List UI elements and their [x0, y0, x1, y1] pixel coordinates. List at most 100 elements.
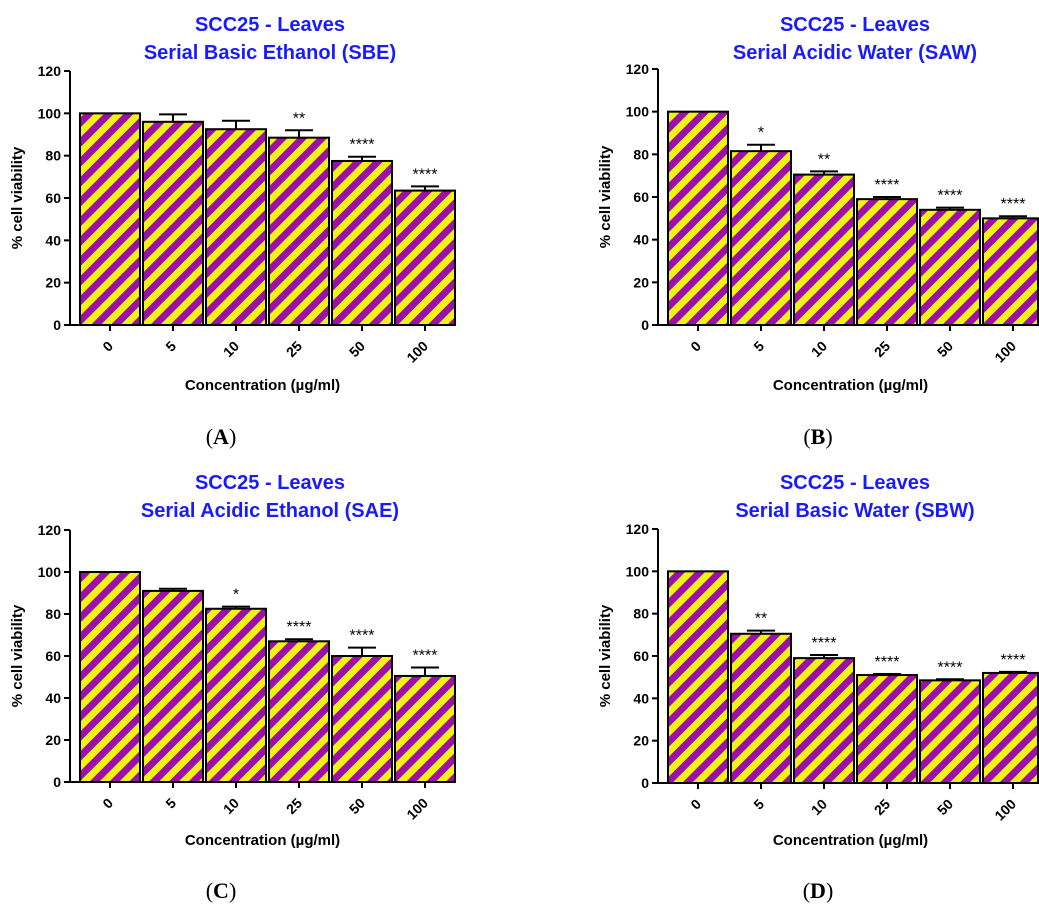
panel-b-x-tick-label-100: 100	[991, 338, 1019, 366]
panel-c-significance-10: *	[233, 587, 239, 604]
panel-b-x-tick-label-50: 50	[934, 338, 956, 360]
panel-a-title-line2: Serial Basic Ethanol (SBE)	[144, 42, 396, 64]
panel-c-significance-25: ****	[287, 619, 312, 636]
panel-a-y-tick-label: 80	[45, 148, 61, 164]
panel-d-bar-10	[793, 657, 855, 784]
panel-c-title-line1: SCC25 - Leaves	[195, 472, 345, 494]
panel-c-y-tick-label: 120	[38, 522, 62, 538]
panel-c-letter-text: C	[213, 878, 229, 903]
panel-a-y-axis-label: % cell viability	[9, 146, 26, 249]
panel-c-x-tick-label-25: 25	[283, 795, 305, 817]
panel-a-x-tick-label-5: 5	[162, 338, 179, 355]
panel-a-x-tick-label-25: 25	[283, 338, 305, 360]
panel-b-bar-5	[730, 150, 792, 326]
panel-b-y-axis-label: % cell viability	[597, 145, 614, 248]
panel-d-x-tick-label-10: 10	[808, 796, 830, 818]
panel-b-x-tick-label-0: 0	[687, 338, 704, 355]
panel-c-title-line2: Serial Acidic Ethanol (SAE)	[141, 500, 399, 522]
panel-a: SCC25 - Leaves Serial Basic Ethanol (SBE)…	[9, 14, 456, 449]
panel-d-x-tick-label-50: 50	[934, 796, 956, 818]
panel-a-significance-50: ****	[350, 137, 375, 154]
panel-d: SCC25 - Leaves Serial Basic Water (SBW) 0 2…	[597, 472, 1039, 903]
panel-a-x-tick-label-10: 10	[220, 338, 242, 360]
panel-d-significance-10: ****	[812, 635, 837, 652]
panel-c-significance-50: ****	[350, 628, 375, 645]
panel-d-bar-0	[667, 570, 729, 784]
panel-a-x-tick-label-0: 0	[99, 338, 116, 355]
panel-d-significance-100: ****	[1001, 652, 1026, 669]
panel-a-significance-25: **	[293, 110, 305, 127]
panel-c-bar-50	[331, 655, 393, 783]
panel-c: SCC25 - Leaves Serial Acidic Ethanol (SAE…	[9, 472, 456, 903]
panel-a-bar-50	[331, 159, 393, 326]
panel-a-letter-text: A	[213, 424, 229, 449]
panel-d-letter: (D)	[803, 878, 834, 903]
panel-a-bar-5	[142, 120, 204, 326]
panel-c-x-axis-label: Concentration (µg/ml)	[185, 832, 340, 849]
panel-b-bar-10	[793, 173, 855, 326]
panel-c-y-tick-label: 40	[45, 690, 61, 706]
panel-d-y-tick-label: 20	[633, 733, 649, 749]
panel-c-bar-10	[205, 607, 267, 783]
panel-c-x-tick-label-100: 100	[403, 795, 431, 823]
panel-c-significance-100: ****	[413, 648, 438, 665]
panel-d-bar-100	[982, 671, 1039, 785]
panel-c-bar-0	[79, 571, 141, 783]
panel-a-x-tick-label-50: 50	[346, 338, 368, 360]
panel-b-letter-text: B	[811, 424, 826, 449]
panel-d-significance-5: **	[755, 611, 767, 628]
panel-b-y-tick-label: 120	[626, 61, 650, 77]
panel-b-bar-50	[919, 208, 981, 326]
panel-c-y-tick-label: 100	[38, 564, 62, 580]
panel-a-bar-100	[394, 189, 456, 326]
panel-d-bar-5	[730, 632, 792, 785]
panel-c-bar-25	[268, 640, 330, 783]
panel-a-x-axis-label: Concentration (µg/ml)	[185, 377, 340, 394]
panel-c-x-tick-label-5: 5	[162, 795, 179, 812]
panel-a-bar-0	[79, 112, 141, 327]
panel-d-bar-25	[856, 674, 918, 784]
panel-b-significance-5: *	[758, 125, 764, 142]
panel-c-bar-100	[394, 674, 456, 784]
panel-d-letter-text: D	[810, 878, 826, 903]
panel-c-x-tick-label-10: 10	[220, 795, 242, 817]
panel-d-y-tick-label: 80	[633, 606, 649, 622]
panel-b-y-tick-label: 20	[633, 274, 649, 290]
panel-d-x-tick-label-100: 100	[991, 796, 1019, 824]
panel-b-x-axis-label: Concentration (µg/ml)	[773, 377, 928, 394]
panel-b-x-tick-label-5: 5	[750, 338, 767, 355]
panel-b-x-tick-label-10: 10	[808, 338, 830, 360]
panel-c-y-tick-label: 0	[53, 774, 61, 790]
panel-b: SCC25 - Leaves Serial Acidic Water (SAW) 0…	[597, 14, 1039, 449]
panel-a-y-tick-label: 20	[45, 275, 61, 291]
panel-c-bar-5	[142, 589, 204, 784]
panel-d-title-line2: Serial Basic Water (SBW)	[735, 500, 974, 522]
panel-d-title-line1: SCC25 - Leaves	[780, 472, 930, 494]
panel-c-y-tick-label: 60	[45, 648, 61, 664]
panel-b-bar-100	[982, 217, 1039, 326]
panel-d-y-tick-label: 60	[633, 648, 649, 664]
panel-a-y-tick-label: 100	[38, 105, 62, 121]
panel-a-y-tick-label: 0	[53, 317, 61, 333]
panel-a-y-tick-label: 120	[38, 63, 62, 79]
panel-b-y-tick-label: 0	[641, 317, 649, 333]
panel-a-y-tick-label: 40	[45, 232, 61, 248]
panel-c-letter: (C)	[206, 878, 237, 903]
panel-c-y-tick-label: 20	[45, 732, 61, 748]
panel-c-y-tick-label: 80	[45, 606, 61, 622]
panel-d-y-tick-label: 40	[633, 690, 649, 706]
panel-d-y-tick-label: 120	[626, 521, 650, 537]
panel-a-bar-25	[268, 136, 330, 326]
panel-b-x-tick-label-25: 25	[871, 338, 893, 360]
panel-d-x-tick-label-5: 5	[750, 796, 767, 813]
panel-d-x-axis-label: Concentration (µg/ml)	[773, 832, 928, 849]
panel-d-x-tick-label-25: 25	[871, 796, 893, 818]
panel-a-bar-10	[205, 128, 267, 326]
panel-d-significance-50: ****	[938, 659, 963, 676]
panel-a-letter: (A)	[206, 424, 237, 449]
panel-b-y-tick-label: 60	[633, 189, 649, 205]
panel-b-bar-0	[667, 110, 729, 326]
panel-b-significance-100: ****	[1001, 196, 1026, 213]
